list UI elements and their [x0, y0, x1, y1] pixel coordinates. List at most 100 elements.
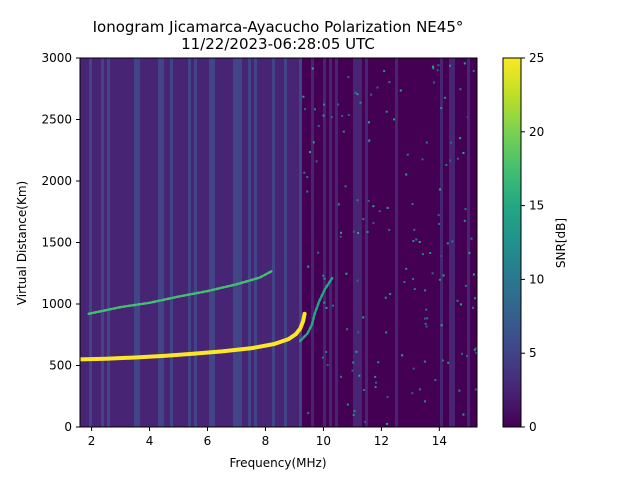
- noise-speckle: [388, 81, 391, 84]
- y-tick-label: 1500: [41, 236, 72, 250]
- noise-stripe: [272, 58, 275, 427]
- noise-stripe: [173, 58, 176, 427]
- noise-speckle: [461, 352, 463, 355]
- noise-speckle: [425, 141, 428, 144]
- colorbar-tick-label: 0: [529, 420, 537, 434]
- noise-stripe: [137, 58, 140, 427]
- heatmap-cells: [80, 58, 477, 427]
- noise-stripe: [140, 58, 143, 427]
- noise-stripe: [467, 58, 470, 427]
- noise-stripe: [356, 58, 359, 427]
- y-tick-label: 1000: [41, 297, 72, 311]
- colorbar-ticks: 0 5 10 15 20 25: [521, 51, 544, 434]
- noise-stripe: [194, 58, 197, 427]
- colorbar-tick-label: 10: [529, 272, 544, 286]
- noise-speckle: [386, 206, 389, 209]
- noise-stripe: [425, 58, 428, 427]
- noise-speckle: [472, 306, 474, 309]
- noise-stripe: [113, 58, 116, 427]
- noise-speckle: [426, 317, 429, 320]
- x-axis: 2 4 6 8 10 12 14: [88, 427, 447, 448]
- noise-speckle: [321, 356, 324, 359]
- noise-speckle: [323, 277, 326, 280]
- noise-stripe: [461, 58, 464, 427]
- noise-stripe: [185, 58, 188, 427]
- noise-speckle: [330, 116, 333, 119]
- noise-stripe: [134, 58, 137, 427]
- noise-stripe: [416, 58, 419, 427]
- noise-speckle: [353, 410, 356, 413]
- noise-stripe: [104, 58, 107, 427]
- noise-speckle: [449, 159, 452, 162]
- noise-speckle: [466, 116, 469, 119]
- echo-trace: [80, 311, 307, 362]
- noise-speckle: [442, 274, 445, 277]
- noise-stripe: [362, 58, 365, 427]
- noise-speckle: [356, 93, 359, 96]
- noise-stripe: [155, 58, 158, 427]
- noise-speckle: [385, 331, 388, 334]
- noise-speckle: [322, 114, 325, 117]
- noise-stripe: [260, 58, 263, 427]
- noise-speckle: [441, 359, 444, 362]
- noise-stripe: [293, 58, 296, 427]
- noise-stripe: [131, 58, 134, 427]
- noise-speckle: [358, 374, 361, 377]
- noise-speckle: [347, 113, 350, 116]
- noise-stripe: [335, 58, 338, 427]
- noise-stripe: [392, 58, 395, 427]
- noise-speckle: [306, 190, 309, 193]
- noise-speckle: [325, 351, 328, 353]
- noise-speckle: [412, 277, 414, 280]
- noise-speckle: [419, 388, 421, 391]
- noise-speckle: [355, 350, 358, 353]
- noise-speckle: [357, 331, 360, 334]
- noise-speckle: [377, 361, 380, 364]
- noise-speckle: [411, 392, 414, 395]
- noise-speckle: [413, 288, 416, 291]
- x-tick-label: 6: [204, 434, 212, 448]
- noise-speckle: [374, 375, 377, 378]
- noise-speckle: [306, 176, 309, 179]
- noise-speckle: [413, 228, 416, 231]
- noise-stripe: [80, 58, 83, 427]
- noise-speckle: [386, 396, 389, 399]
- noise-speckle: [342, 130, 345, 133]
- noise-stripe: [308, 58, 311, 427]
- noise-stripe: [176, 58, 179, 427]
- noise-stripe: [377, 58, 380, 427]
- noise-speckle: [337, 103, 340, 106]
- noise-speckle: [434, 379, 437, 382]
- colorbar-gradient: [503, 58, 521, 427]
- noise-speckle: [364, 420, 367, 423]
- noise-stripe: [332, 58, 335, 427]
- y-tick-label: 0: [64, 420, 72, 434]
- noise-stripe: [320, 58, 323, 427]
- noise-stripe: [290, 58, 293, 427]
- noise-speckle: [459, 88, 462, 91]
- noise-speckle: [359, 101, 362, 104]
- noise-stripe: [92, 58, 95, 427]
- noise-stripe: [344, 58, 347, 427]
- noise-stripe: [359, 58, 362, 427]
- noise-speckle: [315, 160, 318, 163]
- noise-stripe: [119, 58, 122, 427]
- noise-speckle: [303, 171, 306, 174]
- noise-stripe: [374, 58, 377, 427]
- noise-stripe: [101, 58, 104, 427]
- noise-stripe: [407, 58, 410, 427]
- noise-stripe: [365, 58, 368, 427]
- noise-speckle: [354, 91, 357, 94]
- noise-stripe: [287, 58, 290, 427]
- noise-stripe: [230, 58, 233, 427]
- noise-stripe: [209, 58, 212, 427]
- noise-speckle: [449, 64, 451, 67]
- noise-speckle: [372, 222, 375, 224]
- colorbar-tick-label: 20: [529, 125, 544, 139]
- noise-speckle: [351, 369, 354, 372]
- noise-stripe: [221, 58, 224, 427]
- noise-speckle: [362, 218, 365, 221]
- noise-stripe: [161, 58, 164, 427]
- noise-speckle: [326, 364, 329, 367]
- noise-speckle: [475, 388, 477, 391]
